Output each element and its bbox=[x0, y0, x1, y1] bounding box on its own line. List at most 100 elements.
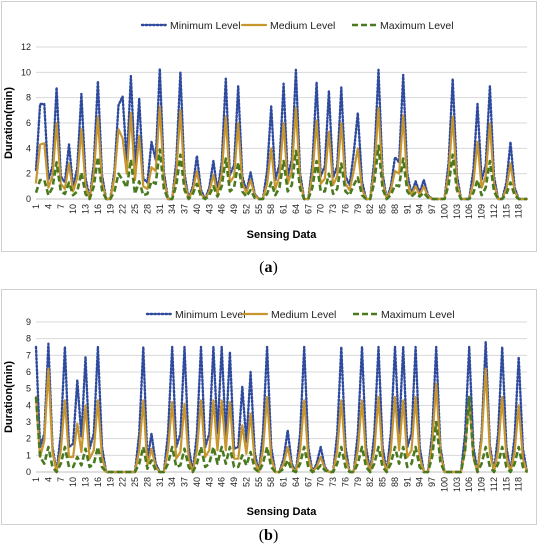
chart-a-x-tick-label: 61 bbox=[279, 204, 289, 214]
chart-b-y-tick-label: 7 bbox=[26, 350, 31, 360]
chart-a-x-tick-label: 13 bbox=[81, 204, 91, 214]
chart-b-x-tick-label: 7 bbox=[56, 477, 66, 482]
chart-b-x-tick-label: 58 bbox=[266, 477, 276, 487]
chart-a-legend-label: Maximum Level bbox=[380, 20, 454, 32]
chart-b-x-tick-label: 76 bbox=[340, 477, 350, 487]
chart-b-y-tick-label: 6 bbox=[26, 367, 31, 377]
chart-b-x-tick-label: 64 bbox=[291, 477, 301, 487]
chart-b-x-tick-label: 109 bbox=[477, 477, 487, 492]
chart-b-y-tick-label: 0 bbox=[26, 467, 31, 477]
chart-b-x-tick-label: 25 bbox=[130, 477, 140, 487]
chart-a-series-medium-level bbox=[34, 105, 529, 201]
chart-a-x-tick-label: 19 bbox=[105, 204, 115, 214]
chart-b-x-axis-title: Sensing Data bbox=[247, 506, 318, 518]
chart-a-legend-label: Minimum Level bbox=[170, 20, 241, 32]
chart-b-y-tick-label: 4 bbox=[26, 400, 31, 410]
chart-a-y-tick-label: 4 bbox=[26, 143, 31, 153]
chart-a-x-tick-label: 49 bbox=[229, 204, 239, 214]
chart-a-x-tick-label: 79 bbox=[353, 204, 363, 214]
chart-b-x-tick-label: 37 bbox=[180, 477, 190, 487]
chart-a-y-tick-label: 0 bbox=[26, 194, 31, 204]
caption-b: (b) bbox=[258, 527, 279, 544]
chart-a-x-tick-label: 28 bbox=[142, 204, 152, 214]
chart-a-y-tick-label: 6 bbox=[26, 118, 31, 128]
chart-b-y-tick-label: 9 bbox=[26, 317, 31, 327]
chart-b-x-tick-label: 112 bbox=[489, 477, 499, 491]
chart-a-x-tick-label: 55 bbox=[254, 204, 264, 214]
chart-b-x-tick-label: 46 bbox=[217, 477, 227, 487]
chart-b-x-tick-label: 79 bbox=[353, 477, 363, 487]
chart-a-x-tick-label: 16 bbox=[93, 204, 103, 214]
chart-b-x-tick-label: 94 bbox=[415, 477, 425, 487]
chart-b-x-tick-label: 10 bbox=[68, 477, 78, 487]
chart-b-legend-label: Medium Level bbox=[271, 309, 336, 321]
chart-b-x-tick-label: 1 bbox=[31, 477, 41, 482]
chart-a-x-tick-label: 7 bbox=[56, 204, 66, 209]
chart-a-x-tick-label: 112 bbox=[489, 204, 499, 218]
chart-b-x-tick-label: 52 bbox=[241, 477, 251, 487]
chart-a-x-tick-label: 115 bbox=[501, 204, 511, 218]
chart-b-series-maximum-level bbox=[34, 395, 529, 474]
chart-a-x-tick-label: 82 bbox=[365, 204, 375, 214]
chart-b-y-tick-label: 1 bbox=[26, 450, 31, 460]
chart-b-x-tick-label: 31 bbox=[155, 477, 165, 487]
chart-a-y-axis-title: Duration(min) bbox=[3, 87, 15, 159]
chart-a-x-tick-label: 97 bbox=[427, 204, 437, 214]
chart-a-x-tick-label: 109 bbox=[477, 204, 487, 219]
chart-a-x-tick-label: 10 bbox=[68, 204, 78, 214]
chart-a-x-tick-label: 85 bbox=[378, 204, 388, 214]
chart-a-x-tick-label: 40 bbox=[192, 204, 202, 214]
chart-a-x-tick-label: 37 bbox=[180, 204, 190, 214]
chart-b-x-tick-label: 43 bbox=[204, 477, 214, 487]
chart-b-x-tick-label: 13 bbox=[81, 477, 91, 487]
chart-b-y-axis-title: Duration(min) bbox=[3, 361, 15, 433]
chart-a-x-tick-label: 64 bbox=[291, 204, 301, 214]
chart-b-x-tick-label: 61 bbox=[279, 477, 289, 487]
chart-b-x-tick-label: 19 bbox=[105, 477, 115, 487]
chart-a-y-tick-label: 8 bbox=[26, 93, 31, 103]
chart-a-legend-label: Medium Level bbox=[270, 20, 335, 32]
caption-a: (a) bbox=[259, 259, 278, 276]
chart-b-x-tick-label: 34 bbox=[167, 477, 177, 487]
chart-b-x-tick-label: 55 bbox=[254, 477, 264, 487]
chart-panel-b: 0 1 2 3 4 5 6 7 8 9 1 4 7 10 13 16 19 22 25 28 31 34 37 40 43 46 4… bbox=[1, 289, 537, 525]
chart-a-y-tick-label: 12 bbox=[21, 42, 31, 52]
chart-a-x-tick-label: 94 bbox=[415, 204, 425, 214]
chart-b-x-tick-label: 73 bbox=[328, 477, 338, 487]
chart-b-x-tick-label: 22 bbox=[118, 477, 128, 487]
chart-b-x-tick-label: 118 bbox=[514, 477, 524, 491]
chart-b-x-tick-label: 97 bbox=[427, 477, 437, 487]
chart-a-x-tick-label: 34 bbox=[167, 204, 177, 214]
chart-b-series-medium-level bbox=[34, 367, 529, 474]
chart-a-y-tick-label: 2 bbox=[26, 169, 31, 179]
chart-b-x-tick-label: 106 bbox=[464, 477, 474, 492]
chart-b-x-tick-label: 70 bbox=[316, 477, 326, 487]
chart-a-x-tick-label: 25 bbox=[130, 204, 140, 214]
chart-a-x-tick-label: 88 bbox=[390, 204, 400, 214]
chart-a-x-axis-title: Sensing Data bbox=[247, 229, 318, 241]
chart-b-x-tick-label: 4 bbox=[43, 477, 53, 482]
chart-b-x-tick-label: 85 bbox=[378, 477, 388, 487]
chart-a-x-tick-label: 76 bbox=[340, 204, 350, 214]
chart-a-x-tick-label: 22 bbox=[118, 204, 128, 214]
chart-a-x-tick-label: 52 bbox=[241, 204, 251, 214]
chart-b-x-tick-label: 91 bbox=[402, 477, 412, 487]
chart-a-x-tick-label: 100 bbox=[439, 204, 449, 219]
chart-a-x-tick-label: 70 bbox=[316, 204, 326, 214]
chart-b-x-tick-label: 16 bbox=[93, 477, 103, 487]
chart-b-y-tick-label: 3 bbox=[26, 417, 31, 427]
chart-b-x-tick-label: 28 bbox=[142, 477, 152, 487]
chart-a-x-tick-label: 73 bbox=[328, 204, 338, 214]
chart-b-x-tick-label: 49 bbox=[229, 477, 239, 487]
chart-b-y-tick-label: 5 bbox=[26, 384, 31, 394]
chart-a-x-tick-label: 67 bbox=[303, 204, 313, 214]
chart-b-legend-label: Minimum Level bbox=[175, 309, 246, 321]
chart-b-x-tick-label: 100 bbox=[439, 477, 449, 492]
chart-b-x-tick-label: 82 bbox=[365, 477, 375, 487]
chart-b-x-tick-label: 103 bbox=[452, 477, 462, 492]
chart-b-x-tick-label: 88 bbox=[390, 477, 400, 487]
chart-a-x-tick-label: 1 bbox=[31, 204, 41, 209]
chart-a-series-maximum-level bbox=[34, 144, 527, 201]
